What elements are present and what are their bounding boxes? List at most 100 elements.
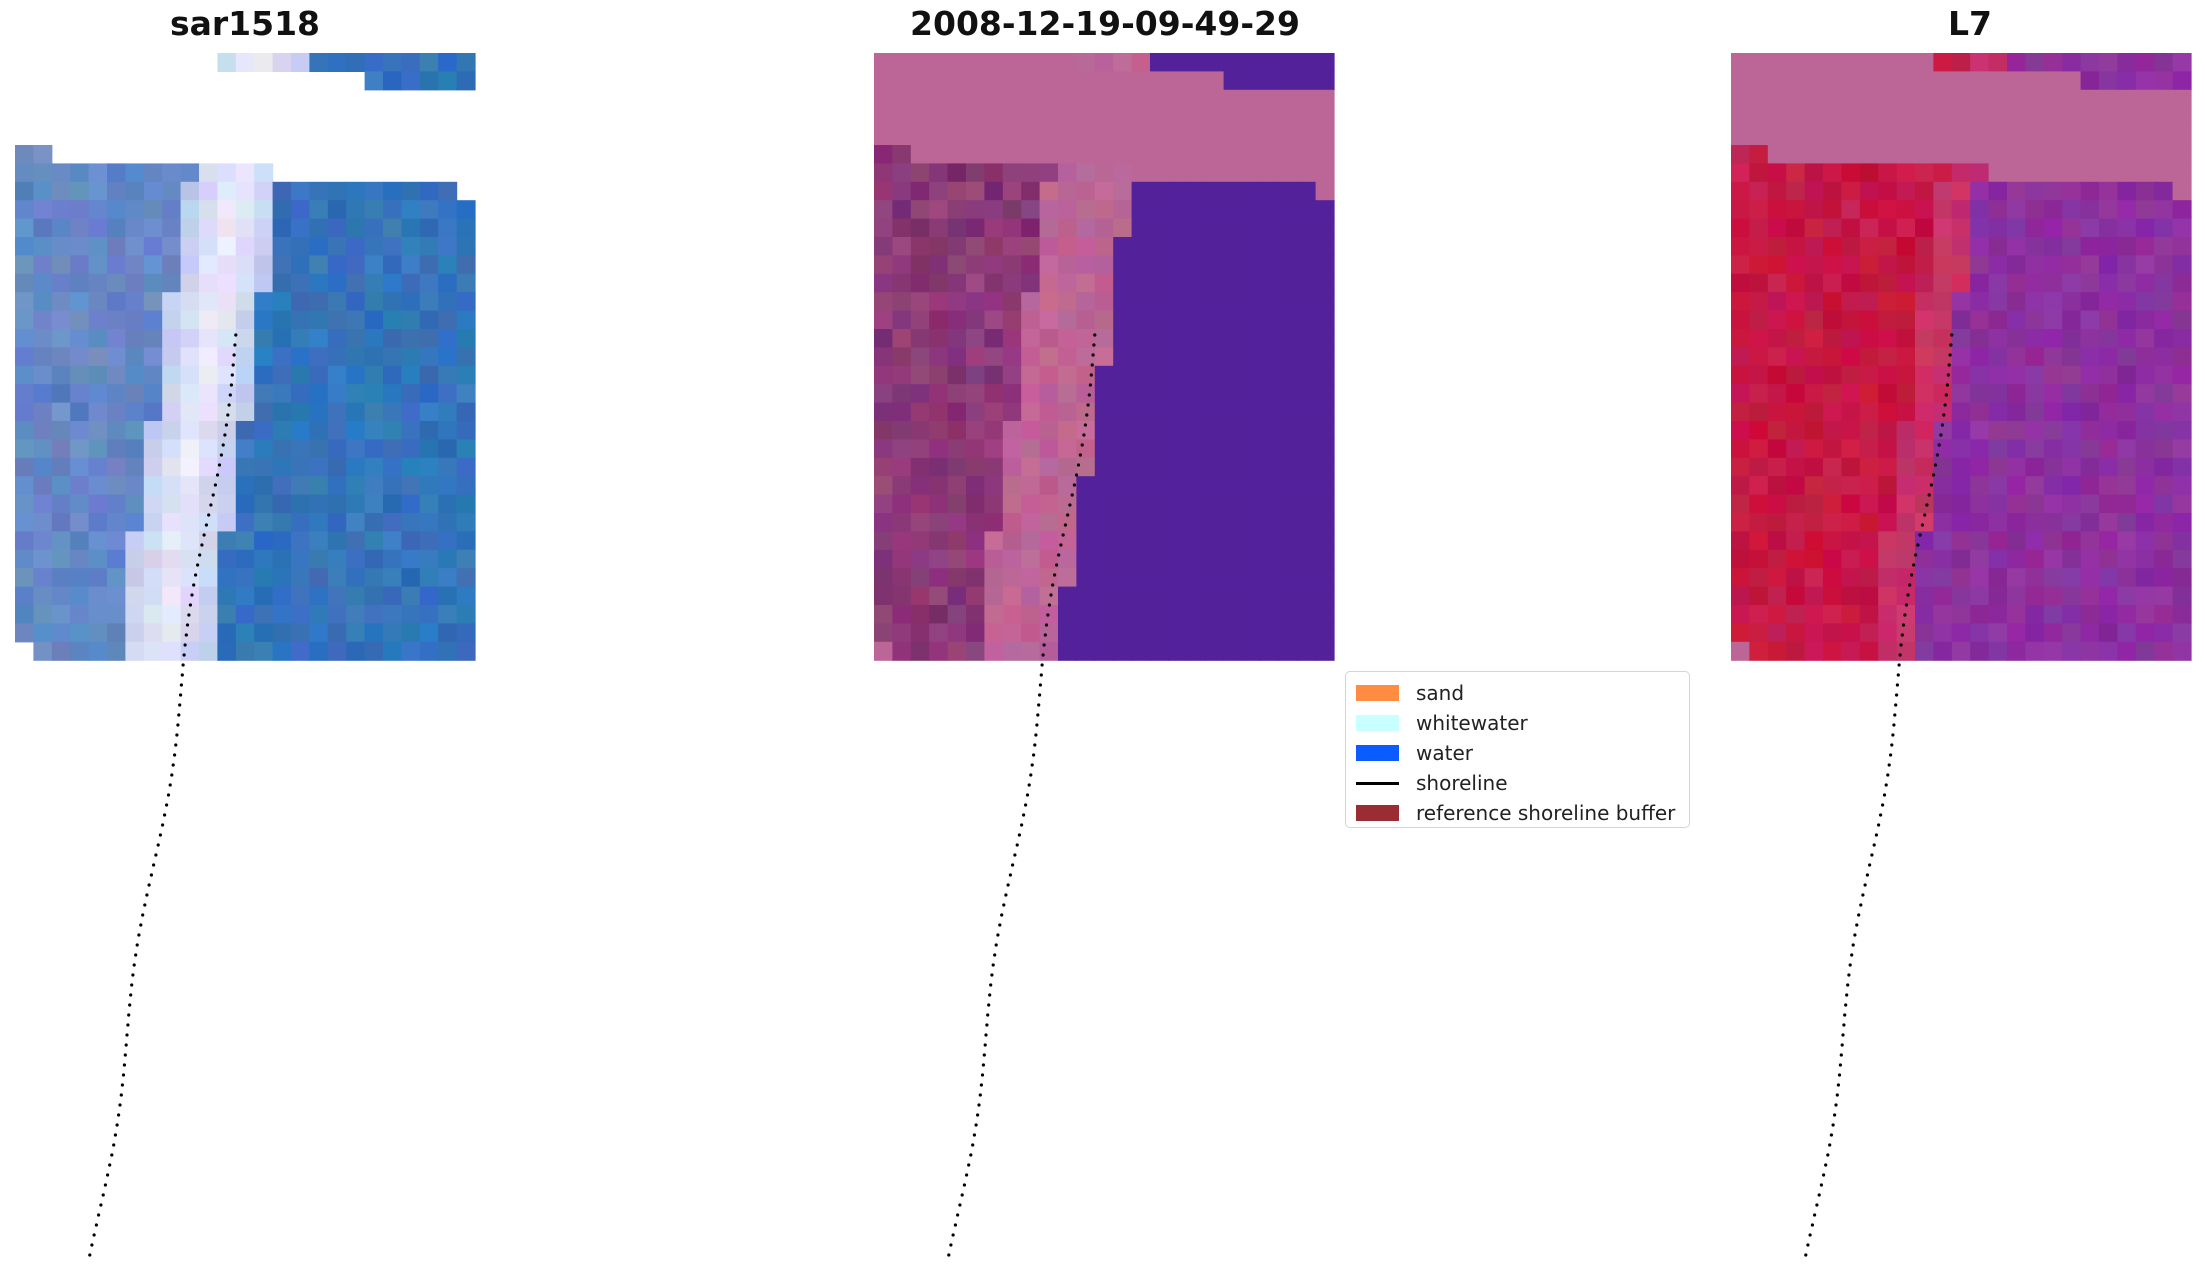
raster-pixel (1021, 421, 1041, 440)
raster-pixel (966, 237, 985, 256)
raster-pixel (2025, 145, 2045, 164)
raster-pixel (947, 494, 967, 514)
raster-pixel (1915, 89, 1934, 109)
raster-pixel (1039, 641, 1059, 661)
raster-pixel (235, 365, 255, 385)
raster-pixel (1113, 237, 1133, 256)
raster-pixel (1076, 623, 1096, 643)
raster-pixel (1767, 163, 1787, 183)
raster-pixel (2172, 457, 2192, 477)
raster-pixel (1767, 310, 1787, 330)
raster-pixel (1970, 402, 1990, 422)
raster-pixel (2172, 586, 2192, 606)
raster-pixel (1933, 145, 1953, 164)
raster-pixel (1315, 126, 1335, 146)
raster-pixel (1804, 292, 1824, 312)
raster-pixel (1749, 255, 1769, 275)
raster-pixel (2007, 641, 2026, 661)
raster-pixel (1260, 421, 1280, 440)
raster-pixel (1988, 255, 2008, 275)
raster-pixel (88, 494, 108, 514)
raster-pixel (1933, 126, 1953, 146)
raster-pixel (51, 163, 71, 183)
raster-pixel (1915, 255, 1934, 275)
raster-pixel (1039, 71, 1059, 91)
raster-pixel (1076, 568, 1096, 588)
raster-pixel (309, 641, 329, 661)
raster-pixel (892, 494, 912, 514)
raster-pixel (70, 200, 90, 220)
raster-pixel (1242, 568, 1261, 588)
legend-label-water: water (1416, 741, 1473, 765)
raster-pixel (364, 513, 384, 532)
raster-pixel (1804, 108, 1824, 128)
raster-pixel (235, 384, 255, 404)
raster-pixel (1058, 273, 1077, 293)
raster-pixel (15, 476, 34, 496)
raster-pixel (1896, 163, 1916, 183)
raster-pixel (162, 605, 182, 624)
raster-pixel (1205, 402, 1225, 422)
raster-pixel (1786, 384, 1806, 404)
raster-pixel (1260, 329, 1280, 348)
shoreline-dot (106, 1173, 110, 1177)
raster-pixel (2043, 476, 2063, 496)
raster-pixel (1150, 476, 1169, 496)
raster-pixel (2080, 218, 2100, 238)
raster-pixel (88, 163, 108, 183)
raster-pixel (235, 200, 255, 220)
shoreline-dot (177, 713, 181, 717)
raster-pixel (456, 457, 476, 477)
shoreline-dot (1894, 703, 1898, 707)
raster-pixel (1186, 568, 1206, 588)
raster-pixel (401, 402, 421, 422)
raster-pixel (1786, 641, 1806, 661)
raster-pixel (456, 310, 476, 330)
raster-pixel (364, 641, 384, 661)
raster-pixel (1076, 218, 1096, 238)
raster-pixel (383, 623, 402, 643)
raster-pixel (1094, 402, 1114, 422)
raster-pixel (143, 292, 163, 312)
raster-pixel (892, 531, 912, 551)
raster-pixel (254, 568, 274, 588)
raster-pixel (199, 237, 218, 256)
raster-pixel (1878, 255, 1898, 275)
raster-pixel (1223, 89, 1243, 109)
raster-pixel (162, 457, 182, 477)
raster-pixel (1076, 549, 1096, 569)
raster-pixel (1970, 421, 1990, 440)
raster-pixel (2099, 494, 2118, 514)
raster-pixel (1823, 439, 1842, 459)
raster-pixel (1186, 549, 1206, 569)
shoreline-dot (1013, 853, 1017, 857)
shoreline-dot (1815, 1203, 1819, 1207)
raster-pixel (199, 310, 218, 330)
raster-pixel (874, 200, 893, 220)
raster-pixel (1076, 384, 1096, 404)
shoreline-dot (1945, 383, 1949, 387)
raster-pixel (1988, 292, 2008, 312)
raster-pixel (1223, 623, 1243, 643)
shoreline-dot (1085, 413, 1089, 417)
raster-pixel (1150, 457, 1169, 477)
raster-pixel (1315, 384, 1335, 404)
raster-pixel (33, 218, 53, 238)
raster-pixel (1841, 421, 1861, 440)
raster-pixel (2099, 513, 2118, 532)
raster-pixel (1131, 476, 1151, 496)
raster-pixel (1315, 53, 1335, 72)
raster-pixel (1094, 586, 1114, 606)
raster-pixel (1786, 568, 1806, 588)
raster-pixel (254, 255, 274, 275)
classified-image (874, 53, 1335, 661)
raster-pixel (966, 531, 985, 551)
raster-pixel (1731, 145, 1750, 164)
raster-pixel (1878, 237, 1898, 256)
raster-pixel (291, 605, 310, 624)
raster-pixel (1896, 71, 1916, 91)
raster-pixel (401, 237, 421, 256)
shoreline-dot (125, 1033, 129, 1037)
raster-pixel (966, 549, 985, 569)
raster-pixel (1002, 145, 1022, 164)
